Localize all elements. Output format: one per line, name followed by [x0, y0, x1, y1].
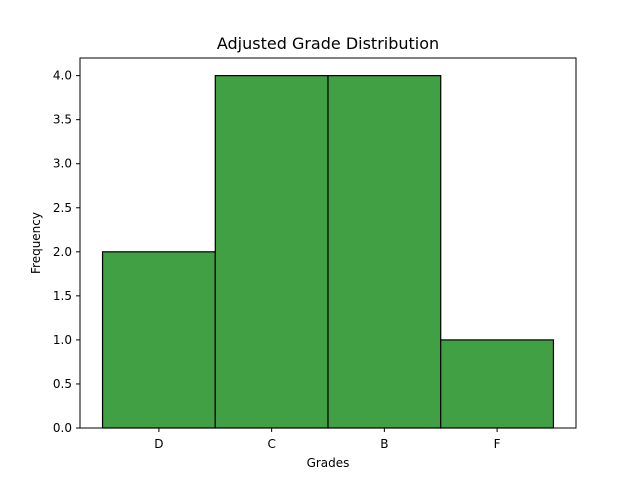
y-tick-label: 0.5	[53, 377, 72, 391]
x-tick-label: D	[154, 437, 163, 451]
y-tick-label: 2.5	[53, 201, 72, 215]
bars-layer	[101, 75, 555, 429]
bar-C	[214, 75, 329, 429]
x-tick-label: C	[267, 437, 275, 451]
x-axis-label: Grades	[307, 456, 350, 470]
chart-title: Adjusted Grade Distribution	[217, 34, 439, 53]
y-axis-label: Frequency	[29, 212, 43, 274]
bar-D	[101, 251, 216, 429]
y-tick-label: 1.5	[53, 289, 72, 303]
y-axis-ticks: 0.0 0.5 1.0 1.5 2.0 2.5 3.0 3.5 4.0	[53, 69, 80, 435]
y-tick-label: 0.0	[53, 421, 72, 435]
y-tick-label: 4.0	[53, 69, 72, 83]
y-tick-label: 3.0	[53, 157, 72, 171]
bar-F	[440, 339, 555, 429]
y-tick-label: 2.0	[53, 245, 72, 259]
bar-B	[327, 75, 442, 429]
x-tick-label: B	[380, 437, 388, 451]
y-tick-label: 3.5	[53, 113, 72, 127]
plot-frame	[79, 57, 577, 429]
y-tick-label: 1.0	[53, 333, 72, 347]
x-tick-label: F	[494, 437, 501, 451]
